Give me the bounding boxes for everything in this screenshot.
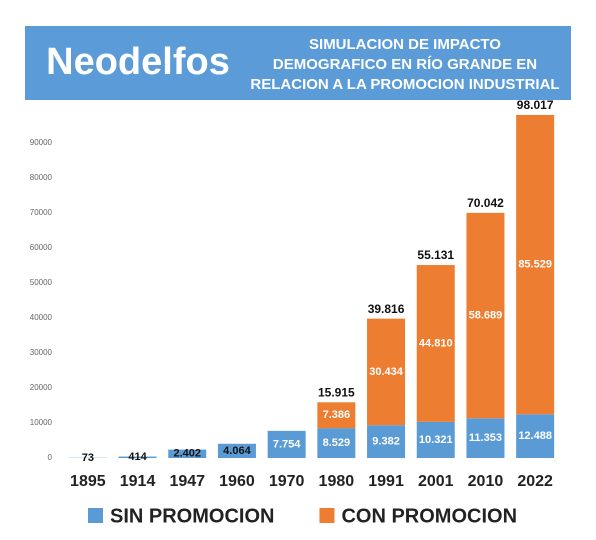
data-label: 10.321 — [419, 434, 453, 446]
total-label: 39.816 — [368, 302, 405, 316]
x-tick-label: 2010 — [468, 473, 504, 490]
bar-segment — [466, 418, 505, 458]
bar-segment — [317, 428, 356, 458]
x-tick-label: 1914 — [120, 473, 156, 490]
legend-label: CON PROMOCION — [341, 505, 517, 527]
legend-swatch — [88, 508, 103, 523]
bar-segment — [118, 456, 157, 458]
x-tick-label: 1980 — [319, 473, 355, 490]
legend-label: SIN PROMOCION — [110, 505, 274, 527]
data-label: 73 — [82, 452, 94, 464]
y-tick-label: 40000 — [30, 313, 53, 322]
data-label: 85.529 — [518, 259, 552, 271]
bar-segment — [168, 449, 207, 458]
subtitle: RELACION A LA PROMOCION INDUSTRIAL — [250, 76, 559, 93]
x-tick-label: 1970 — [269, 473, 305, 490]
bar-segment — [416, 421, 455, 458]
x-tick-label: 2022 — [517, 473, 553, 490]
x-tick-label: 1960 — [219, 473, 255, 490]
y-tick-label: 60000 — [30, 243, 53, 252]
total-label: 98.017 — [517, 98, 554, 112]
chart-title: Neodelfos — [46, 41, 230, 83]
data-label: 7.386 — [323, 409, 351, 421]
data-label: 12.488 — [518, 430, 552, 442]
data-label: 9.382 — [372, 435, 400, 447]
y-tick-label: 80000 — [30, 173, 53, 182]
subtitle: DEMOGRAFICO EN RÍO GRANDE EN — [273, 56, 537, 73]
x-tick-label: 1947 — [169, 473, 205, 490]
title-banner — [25, 26, 571, 100]
bar-segment — [416, 265, 455, 422]
bar-segment — [267, 430, 306, 458]
y-tick-label: 0 — [48, 453, 53, 462]
bar-segment — [466, 212, 505, 419]
data-label: 8.529 — [323, 437, 351, 449]
y-tick-label: 10000 — [30, 418, 53, 427]
data-label: 414 — [128, 451, 147, 463]
data-label: 11.353 — [469, 432, 502, 444]
data-label: 4.064 — [223, 445, 251, 457]
total-label: 15.915 — [318, 385, 355, 399]
data-label: 44.810 — [419, 337, 453, 349]
bar-segment — [217, 443, 256, 458]
y-tick-label: 30000 — [30, 348, 53, 357]
bar-segment — [367, 425, 406, 458]
x-tick-label: 1895 — [70, 473, 106, 490]
y-tick-label: 50000 — [30, 278, 53, 287]
bar-segment — [367, 318, 406, 426]
data-label: 7.754 — [273, 438, 301, 450]
y-tick-label: 90000 — [30, 138, 53, 147]
x-tick-label: 2001 — [418, 473, 454, 490]
bar-segment — [516, 414, 555, 458]
x-tick-label: 1991 — [368, 473, 404, 490]
subtitle: SIMULACION DE IMPACTO — [309, 36, 501, 53]
legend-swatch — [319, 508, 335, 523]
data-label: 30.434 — [369, 366, 404, 378]
y-tick-label: 70000 — [30, 208, 53, 217]
data-label: 2.402 — [173, 448, 201, 460]
bar-segment — [317, 402, 356, 429]
y-tick-label: 20000 — [30, 383, 53, 392]
data-label: 58.689 — [469, 309, 503, 321]
total-label: 55.131 — [417, 248, 454, 262]
total-label: 70.042 — [467, 196, 504, 210]
bar-segment — [516, 114, 555, 415]
